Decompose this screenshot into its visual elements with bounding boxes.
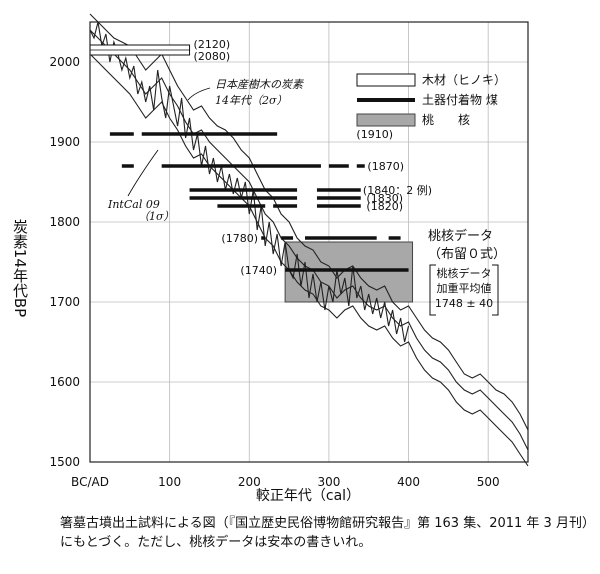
soot-label-1910: (1910) — [356, 128, 393, 141]
tick-labels: BC/AD 100 200 300 400 500 1500 1600 1700 1800 1900… — [49, 55, 499, 489]
bracket-label-2080: (2080) — [194, 50, 231, 63]
soot-label-1780: (1780) — [221, 232, 258, 245]
peach-weighted-note: 1748 ± 40 — [435, 297, 493, 310]
handwritten-tree-note: 日本産樹木の炭素 — [215, 78, 305, 91]
peach-data-title: 桃核データ — [428, 228, 493, 244]
handwritten-intcal-note: （1σ） — [138, 210, 175, 223]
legend: 木材（ヒノキ） 土器付着物 煤桃 核 — [356, 73, 506, 127]
x-axis-label: 較正年代（cal） — [256, 488, 360, 504]
calibration-curve-central — [89, 29, 529, 451]
tree-ring-curve — [89, 21, 410, 343]
x-tick-label: BC/AD — [71, 475, 109, 489]
legend-label: 土器付着物 煤 — [422, 92, 498, 107]
legend-label: 木材（ヒノキ） — [422, 73, 506, 87]
curves — [89, 13, 529, 467]
y-tick-label: 2000 — [49, 55, 80, 69]
handwritten-tree-note: 14年代（2σ） — [215, 94, 288, 107]
y-tick-label: 1600 — [49, 375, 80, 389]
x-tick-label: 200 — [238, 475, 261, 489]
bracket-label-2120: (2120) — [194, 38, 231, 51]
soot-label-1830: (1830) — [366, 192, 403, 205]
x-tick-label: 400 — [397, 475, 420, 489]
y-axis-label: 炭素14年代BP — [11, 219, 29, 317]
peach-data-title: （布留０式） — [428, 247, 506, 262]
x-tick-label: 100 — [158, 475, 181, 489]
axes — [89, 21, 529, 463]
plot-frame — [89, 21, 529, 463]
soot-label-1840: (1840：2 例) — [363, 183, 432, 197]
soot-label-1820: (1820) — [366, 200, 403, 213]
peach-weighted-note: 加重平均値 — [437, 281, 492, 295]
caption: 箸墓古墳出土試料による図（『国立歴史民俗博物館研究報告』第 163 集、2011… — [60, 516, 589, 550]
weighted-bracket-right — [492, 264, 499, 316]
handwritten-intcal-note: IntCal 09 — [107, 198, 160, 211]
peach-weighted-note: 桃核データ — [437, 266, 492, 280]
calibration-curve-upper — [89, 13, 529, 431]
legend-swatch-peach — [356, 113, 416, 127]
soot-label-1870: (1870) — [367, 160, 404, 173]
y-tick-label: 1700 — [49, 295, 80, 309]
x-tick-label: 500 — [477, 475, 500, 489]
y-tick-label: 1800 — [49, 215, 80, 229]
peach-box-layer — [284, 241, 414, 303]
x-tick-label: 300 — [317, 475, 340, 489]
soot-label-1740: (1740) — [240, 264, 277, 277]
y-tick-label: 1900 — [49, 135, 80, 149]
intcal-note-arrow — [127, 149, 159, 197]
soot-lines: (1910) (1870) (1840：2 例)(1830)(1820) (1780)… — [109, 128, 432, 277]
peach-data-box — [284, 241, 414, 303]
legend-label: 桃 核 — [422, 112, 470, 127]
tree-note-arrow — [187, 87, 211, 101]
annotations: 日本産樹木の炭素 14年代（2σ） IntCal 09（1σ） 桃核データ （布留０式）… — [107, 78, 506, 316]
weighted-bracket-left — [429, 264, 436, 316]
charcoal-brackets: (2120)(2080) — [89, 38, 231, 63]
chart: (2120)(2080) (1910) (1870) (1840：2 例)(1830… — [11, 13, 529, 504]
legend-swatch-wood — [356, 73, 416, 87]
y-tick-label: 1500 — [49, 455, 80, 469]
